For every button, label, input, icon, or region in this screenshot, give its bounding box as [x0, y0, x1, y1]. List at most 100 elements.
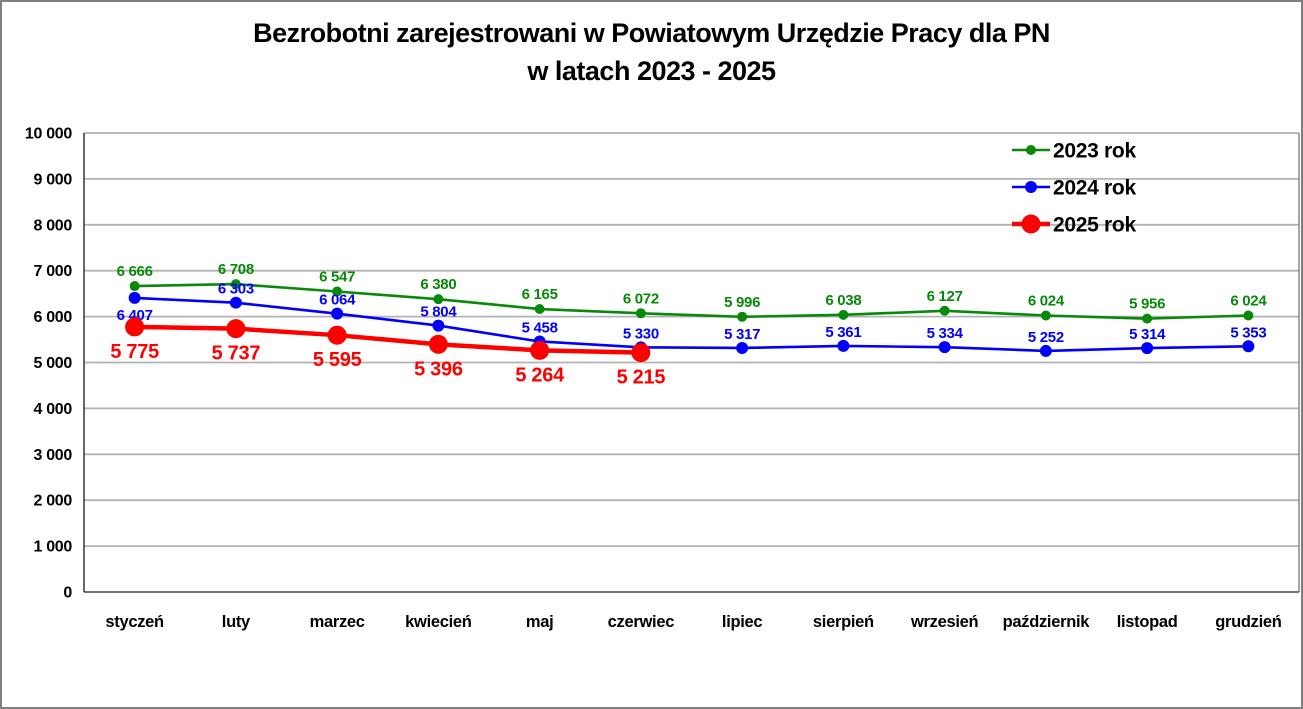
y-axis-tick-label: 4 000: [33, 401, 72, 418]
data-point-label: 5 595: [313, 349, 362, 371]
data-point-marker: [1243, 310, 1254, 321]
data-point-label: 5 396: [414, 358, 463, 380]
data-point-label: 5 314: [1129, 326, 1166, 343]
data-point-label: 6 303: [218, 281, 254, 298]
data-point-label: 5 353: [1230, 324, 1266, 341]
data-point-label: 5 317: [724, 326, 760, 343]
data-point-marker: [635, 308, 646, 319]
chart-title: Bezrobotni zarejestrowani w Powiatowym U…: [2, 14, 1301, 91]
data-point-label: 5 334: [927, 325, 964, 342]
x-axis-tick-label: kwiecień: [405, 613, 472, 631]
data-point-marker: [631, 343, 651, 363]
x-axis-tick-label: listopad: [1117, 613, 1178, 631]
series-2025-rok: 5 775 5 737 5 595 5 396 5 264 5 215: [110, 317, 666, 389]
legend-label: 2025 rok: [1053, 214, 1136, 237]
data-point-marker: [128, 291, 141, 304]
x-axis-tick-label: wrzesień: [910, 613, 979, 631]
legend-marker: [1026, 145, 1036, 155]
data-point-label: 6 165: [522, 286, 558, 303]
data-point-label: 6 024: [1028, 292, 1065, 309]
y-axis-tick-label: 9 000: [33, 171, 72, 188]
data-point-marker: [226, 319, 246, 339]
data-point-label: 5 252: [1028, 329, 1064, 346]
data-point-marker: [1039, 344, 1052, 357]
y-axis-tick-label: 6 000: [33, 309, 72, 326]
x-axis-tick-label: czerwiec: [608, 613, 675, 631]
y-axis-tick-label: 8 000: [33, 217, 72, 234]
legend-item-2023-rok: 2023 rok: [1012, 140, 1137, 163]
data-point-label: 6 380: [420, 276, 456, 293]
data-point-marker: [837, 339, 850, 352]
data-point-marker: [1242, 340, 1255, 353]
legend-label: 2023 rok: [1053, 140, 1136, 163]
data-point-label: 5 458: [522, 319, 558, 336]
data-point-marker: [939, 305, 950, 316]
y-axis-tick-label: 2 000: [33, 493, 72, 510]
data-point-label: 6 127: [927, 288, 963, 305]
series-line: [133, 282, 1250, 320]
x-axis-tick-label: maj: [526, 613, 554, 631]
y-axis-tick-label: 7 000: [33, 263, 72, 280]
data-point-marker: [428, 334, 448, 354]
data-point-label: 5 996: [724, 294, 760, 311]
data-point-marker: [1040, 310, 1051, 321]
data-point-label: 5 737: [212, 343, 261, 365]
data-point-marker: [229, 296, 242, 309]
data-point-marker: [432, 319, 445, 332]
legend-item-2024-rok: 2024 rok: [1012, 177, 1137, 200]
legend: 2023 rok 2024 rok 2025 rok: [1012, 140, 1137, 237]
data-point-marker: [327, 325, 347, 345]
data-point-label: 5 361: [825, 324, 861, 341]
data-point-marker: [1141, 342, 1154, 355]
data-point-label: 6 024: [1230, 292, 1267, 309]
data-point-label: 6 072: [623, 290, 659, 307]
data-point-marker: [737, 311, 748, 322]
data-point-marker: [534, 304, 545, 315]
data-point-marker: [433, 294, 444, 305]
y-axis-tick-label: 1 000: [33, 539, 72, 556]
data-point-marker: [332, 286, 343, 297]
legend-label: 2024 rok: [1053, 177, 1136, 200]
chart-title-line2: w latach 2023 - 2025: [527, 56, 776, 87]
data-point-marker: [129, 281, 140, 292]
data-point-label: 5 956: [1129, 296, 1165, 313]
data-point-marker: [125, 317, 145, 337]
data-point-marker: [530, 340, 550, 360]
data-point-label: 5 264: [515, 364, 565, 386]
data-point-label: 6 407: [117, 307, 153, 324]
x-axis-tick-label: sierpień: [813, 613, 874, 631]
series-line: [132, 324, 644, 355]
data-point-label: 6 038: [825, 292, 861, 309]
x-axis-tick-label: październik: [1003, 613, 1091, 631]
series-2023-rok: 6 666 6 708 6 547 6 380 6 165 6 072 5 996 6 038…: [117, 261, 1268, 324]
x-axis-tick-label: styczeń: [105, 613, 164, 631]
data-point-label: 6 064: [319, 292, 356, 309]
x-axis-tick-label: lipiec: [722, 613, 763, 631]
data-point-label: 5 215: [617, 367, 666, 389]
data-point-label: 5 804: [420, 304, 457, 321]
legend-item-2025-rok: 2025 rok: [1012, 214, 1137, 237]
data-point-marker: [331, 307, 344, 320]
chart-title-line1: Bezrobotni zarejestrowani w Powiatowym U…: [253, 18, 1050, 48]
gridlines: [84, 132, 1299, 547]
legend-marker: [1025, 181, 1037, 193]
x-axis-tick-label: marzec: [310, 613, 365, 631]
data-point-marker: [838, 309, 849, 320]
series-2024-rok: 6 407 6 303 6 064 5 804 5 458 5 330 5 317 5 361…: [117, 281, 1267, 357]
data-point-label: 6 666: [117, 263, 153, 280]
data-point-label: 5 330: [623, 325, 659, 342]
series-line: [133, 296, 1250, 353]
x-axis-tick-label: luty: [222, 613, 251, 631]
y-axis-tick-label: 5 000: [33, 355, 72, 372]
data-point-marker: [736, 341, 749, 354]
legend-marker: [1021, 214, 1041, 234]
data-point-label: 6 708: [218, 261, 254, 278]
y-axis-tick-label: 10 000: [25, 126, 73, 143]
data-point-label: 5 775: [110, 341, 159, 363]
y-axis-tick-label: 3 000: [33, 447, 72, 464]
data-point-marker: [938, 341, 951, 354]
y-axis-tick-label: 0: [63, 585, 72, 602]
data-point-marker: [1142, 313, 1153, 324]
